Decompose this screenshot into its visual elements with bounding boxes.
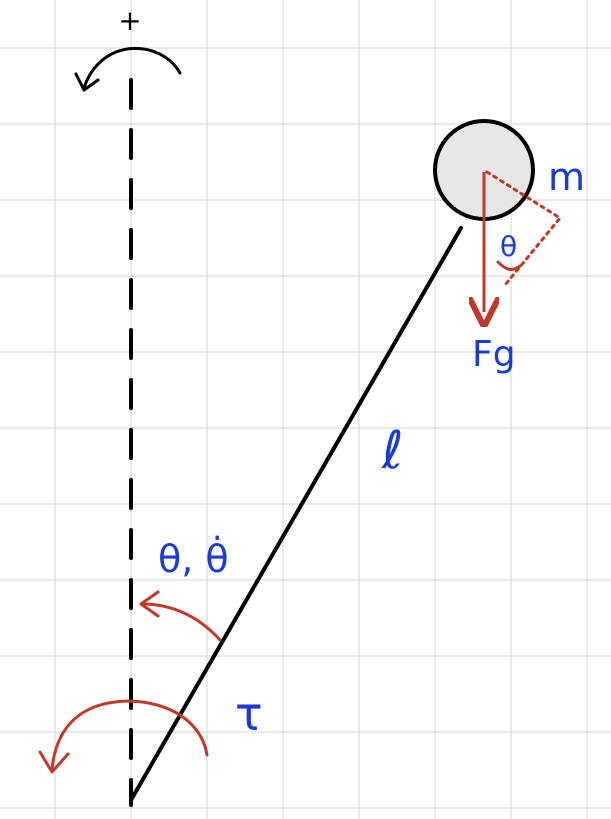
torque-label: τ xyxy=(235,687,263,741)
angle-theta-arrow xyxy=(143,602,222,642)
angle-theta-arrowhead xyxy=(139,590,160,618)
positive-rotation-arrowhead xyxy=(74,72,100,92)
small-theta-arc xyxy=(496,260,522,271)
gravity-force-label: Fg xyxy=(472,334,516,375)
plus-sign-label: + xyxy=(118,4,141,37)
pendulum-rod xyxy=(129,226,463,802)
small-theta-label: θ xyxy=(500,230,517,263)
torque-arrow xyxy=(50,699,209,772)
torque-arrowhead xyxy=(38,750,70,774)
gravity-component-lines xyxy=(485,170,563,287)
mass-label: m xyxy=(548,155,585,199)
positive-rotation-arrow xyxy=(82,46,182,90)
theta-thetadot-label: θ, θ̇ xyxy=(158,536,229,581)
length-label: ℓ xyxy=(381,421,403,481)
